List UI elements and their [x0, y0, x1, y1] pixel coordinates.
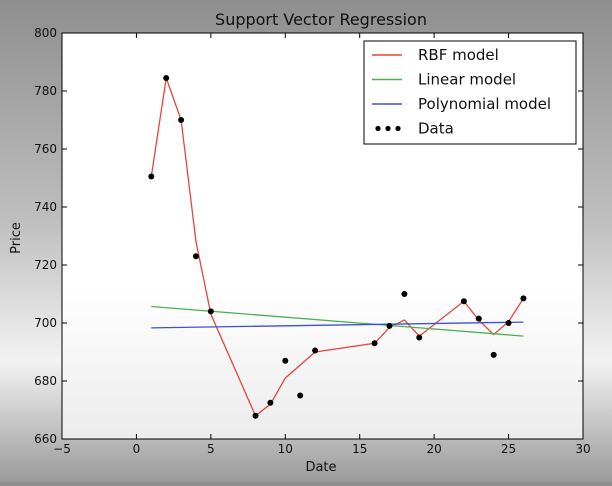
y-tick-label: 760 [34, 142, 57, 156]
legend-label: RBF model [418, 46, 499, 64]
y-tick-label: 700 [34, 316, 57, 330]
y-tick-label: 680 [34, 374, 57, 388]
legend-marker [375, 125, 381, 132]
data-point [371, 340, 378, 347]
x-tick-label: 15 [352, 442, 367, 456]
data-point [475, 315, 482, 322]
chart-title: Support Vector Regression [215, 10, 427, 29]
plot-frame [61, 32, 584, 440]
x-tick-label: 25 [501, 442, 516, 456]
data-point [163, 74, 170, 81]
legend-label: Data [418, 120, 454, 138]
data-point [178, 117, 185, 123]
x-tick-label: 10 [278, 442, 293, 456]
data-point [207, 308, 214, 315]
data-point [297, 392, 304, 399]
x-tick-label: 20 [427, 442, 442, 456]
legend-marker [395, 125, 401, 132]
data-point [490, 351, 497, 358]
x-tick-label: 5 [207, 442, 215, 456]
legend: RBF model Linear model Polynomial model Dat… [363, 40, 577, 145]
legend-label: Polynomial model [418, 95, 551, 113]
data-point [148, 173, 155, 180]
data-point [386, 322, 393, 329]
data-point [401, 291, 408, 297]
data-point [505, 320, 512, 326]
data-point [282, 357, 289, 364]
x-tick-label: 30 [575, 442, 590, 456]
legend-label: Linear model [418, 71, 516, 89]
data-point [520, 295, 527, 302]
y-tick-label: 780 [34, 84, 57, 98]
y-tick-label: 740 [34, 200, 57, 214]
data-point [192, 253, 199, 260]
data-point [252, 412, 259, 419]
data-point [460, 298, 467, 305]
series-line-polynomial [151, 321, 524, 329]
data-point [267, 399, 274, 406]
y-tick-label: 800 [34, 26, 57, 40]
data-point [312, 347, 319, 354]
x-tick-label: 0 [133, 442, 141, 456]
y-tick-label: 720 [34, 258, 57, 272]
x-tick-label: −5 [53, 442, 71, 456]
legend-marker [385, 125, 391, 132]
y-tick-label: 660 [34, 432, 57, 446]
data-point [416, 334, 423, 341]
y-axis-label: Price [9, 222, 24, 254]
x-axis-label: Date [305, 460, 336, 475]
